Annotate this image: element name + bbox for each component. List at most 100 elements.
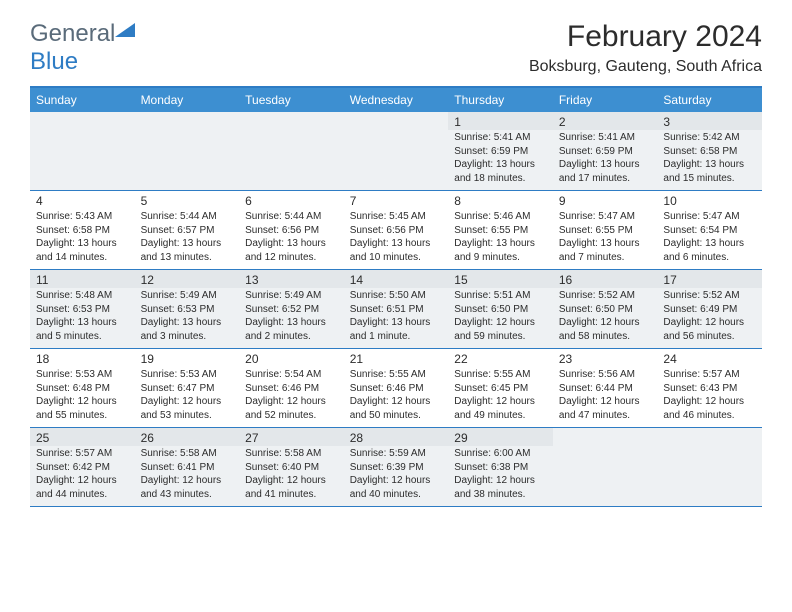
sunset-text: Sunset: 6:44 PM [559, 382, 652, 396]
day-number: 26 [135, 428, 240, 446]
logo-word-blue: Blue [30, 48, 135, 76]
day-number: 22 [448, 349, 553, 367]
sunrise-text: Sunrise: 5:43 AM [36, 210, 129, 224]
daylight-text: Daylight: 12 hours and 53 minutes. [141, 395, 234, 422]
logo-triangle-icon [115, 23, 135, 37]
day-info: Sunrise: 5:43 AMSunset: 6:58 PMDaylight:… [30, 209, 135, 268]
sunset-text: Sunset: 6:58 PM [663, 145, 756, 159]
day-info: Sunrise: 5:49 AMSunset: 6:52 PMDaylight:… [239, 288, 344, 347]
sunrise-text: Sunrise: 5:58 AM [141, 447, 234, 461]
sunset-text: Sunset: 6:42 PM [36, 461, 129, 475]
day-info: Sunrise: 5:58 AMSunset: 6:41 PMDaylight:… [135, 446, 240, 505]
day-number: 11 [30, 270, 135, 288]
sunset-text: Sunset: 6:40 PM [245, 461, 338, 475]
day-cell: 25Sunrise: 5:57 AMSunset: 6:42 PMDayligh… [30, 428, 135, 506]
dayhead-wed: Wednesday [344, 88, 449, 112]
sunrise-text: Sunrise: 5:47 AM [559, 210, 652, 224]
sunrise-text: Sunrise: 5:53 AM [141, 368, 234, 382]
day-cell: 6Sunrise: 5:44 AMSunset: 6:56 PMDaylight… [239, 191, 344, 269]
daylight-text: Daylight: 13 hours and 15 minutes. [663, 158, 756, 185]
sunset-text: Sunset: 6:53 PM [141, 303, 234, 317]
sunset-text: Sunset: 6:48 PM [36, 382, 129, 396]
daylight-text: Daylight: 12 hours and 59 minutes. [454, 316, 547, 343]
day-info: Sunrise: 5:51 AMSunset: 6:50 PMDaylight:… [448, 288, 553, 347]
week-row: 1Sunrise: 5:41 AMSunset: 6:59 PMDaylight… [30, 112, 762, 191]
sunset-text: Sunset: 6:55 PM [559, 224, 652, 238]
sunrise-text: Sunrise: 5:49 AM [245, 289, 338, 303]
day-info: Sunrise: 5:48 AMSunset: 6:53 PMDaylight:… [30, 288, 135, 347]
day-cell [239, 112, 344, 190]
daylight-text: Daylight: 12 hours and 50 minutes. [350, 395, 443, 422]
day-cell [657, 428, 762, 506]
daylight-text: Daylight: 13 hours and 14 minutes. [36, 237, 129, 264]
day-number: 6 [239, 191, 344, 209]
day-cell: 29Sunrise: 6:00 AMSunset: 6:38 PMDayligh… [448, 428, 553, 506]
daylight-text: Daylight: 13 hours and 9 minutes. [454, 237, 547, 264]
day-info: Sunrise: 5:44 AMSunset: 6:57 PMDaylight:… [135, 209, 240, 268]
day-cell: 23Sunrise: 5:56 AMSunset: 6:44 PMDayligh… [553, 349, 658, 427]
logo-text-block: General Blue [30, 20, 135, 76]
day-cell: 7Sunrise: 5:45 AMSunset: 6:56 PMDaylight… [344, 191, 449, 269]
sunset-text: Sunset: 6:55 PM [454, 224, 547, 238]
day-info: Sunrise: 5:56 AMSunset: 6:44 PMDaylight:… [553, 367, 658, 426]
day-info: Sunrise: 5:55 AMSunset: 6:46 PMDaylight:… [344, 367, 449, 426]
daylight-text: Daylight: 12 hours and 44 minutes. [36, 474, 129, 501]
dayhead-thu: Thursday [448, 88, 553, 112]
title-block: February 2024 Boksburg, Gauteng, South A… [529, 20, 762, 76]
day-cell: 28Sunrise: 5:59 AMSunset: 6:39 PMDayligh… [344, 428, 449, 506]
day-cell: 13Sunrise: 5:49 AMSunset: 6:52 PMDayligh… [239, 270, 344, 348]
sunrise-text: Sunrise: 6:00 AM [454, 447, 547, 461]
day-info: Sunrise: 5:47 AMSunset: 6:54 PMDaylight:… [657, 209, 762, 268]
day-number: 15 [448, 270, 553, 288]
day-number: 28 [344, 428, 449, 446]
week-row: 4Sunrise: 5:43 AMSunset: 6:58 PMDaylight… [30, 191, 762, 270]
daylight-text: Daylight: 13 hours and 3 minutes. [141, 316, 234, 343]
day-info: Sunrise: 5:57 AMSunset: 6:42 PMDaylight:… [30, 446, 135, 505]
day-number: 12 [135, 270, 240, 288]
sunset-text: Sunset: 6:43 PM [663, 382, 756, 396]
day-info: Sunrise: 5:41 AMSunset: 6:59 PMDaylight:… [448, 130, 553, 189]
day-cell [30, 112, 135, 190]
day-info: Sunrise: 5:52 AMSunset: 6:50 PMDaylight:… [553, 288, 658, 347]
daylight-text: Daylight: 13 hours and 7 minutes. [559, 237, 652, 264]
day-cell: 2Sunrise: 5:41 AMSunset: 6:59 PMDaylight… [553, 112, 658, 190]
sunrise-text: Sunrise: 5:50 AM [350, 289, 443, 303]
day-number: 17 [657, 270, 762, 288]
week-row: 18Sunrise: 5:53 AMSunset: 6:48 PMDayligh… [30, 349, 762, 428]
day-info: Sunrise: 5:44 AMSunset: 6:56 PMDaylight:… [239, 209, 344, 268]
month-title: February 2024 [529, 20, 762, 54]
daylight-text: Daylight: 12 hours and 38 minutes. [454, 474, 547, 501]
daylight-text: Daylight: 12 hours and 46 minutes. [663, 395, 756, 422]
sunset-text: Sunset: 6:46 PM [245, 382, 338, 396]
day-number: 5 [135, 191, 240, 209]
day-cell: 24Sunrise: 5:57 AMSunset: 6:43 PMDayligh… [657, 349, 762, 427]
weeks-container: 1Sunrise: 5:41 AMSunset: 6:59 PMDaylight… [30, 112, 762, 507]
day-number: 2 [553, 112, 658, 130]
dayhead-tue: Tuesday [239, 88, 344, 112]
daylight-text: Daylight: 12 hours and 43 minutes. [141, 474, 234, 501]
daylight-text: Daylight: 12 hours and 52 minutes. [245, 395, 338, 422]
sunrise-text: Sunrise: 5:52 AM [559, 289, 652, 303]
sunrise-text: Sunrise: 5:57 AM [663, 368, 756, 382]
day-cell: 15Sunrise: 5:51 AMSunset: 6:50 PMDayligh… [448, 270, 553, 348]
day-cell: 3Sunrise: 5:42 AMSunset: 6:58 PMDaylight… [657, 112, 762, 190]
sunset-text: Sunset: 6:59 PM [559, 145, 652, 159]
day-info: Sunrise: 5:41 AMSunset: 6:59 PMDaylight:… [553, 130, 658, 189]
sunrise-text: Sunrise: 5:49 AM [141, 289, 234, 303]
sunrise-text: Sunrise: 5:59 AM [350, 447, 443, 461]
sunrise-text: Sunrise: 5:46 AM [454, 210, 547, 224]
daylight-text: Daylight: 13 hours and 1 minute. [350, 316, 443, 343]
day-cell: 22Sunrise: 5:55 AMSunset: 6:45 PMDayligh… [448, 349, 553, 427]
daylight-text: Daylight: 12 hours and 58 minutes. [559, 316, 652, 343]
day-cell [553, 428, 658, 506]
day-number: 10 [657, 191, 762, 209]
day-number: 4 [30, 191, 135, 209]
sunset-text: Sunset: 6:54 PM [663, 224, 756, 238]
day-number: 9 [553, 191, 658, 209]
sunrise-text: Sunrise: 5:56 AM [559, 368, 652, 382]
day-number: 1 [448, 112, 553, 130]
sunset-text: Sunset: 6:57 PM [141, 224, 234, 238]
sunrise-text: Sunrise: 5:41 AM [559, 131, 652, 145]
daylight-text: Daylight: 13 hours and 18 minutes. [454, 158, 547, 185]
day-info: Sunrise: 5:55 AMSunset: 6:45 PMDaylight:… [448, 367, 553, 426]
